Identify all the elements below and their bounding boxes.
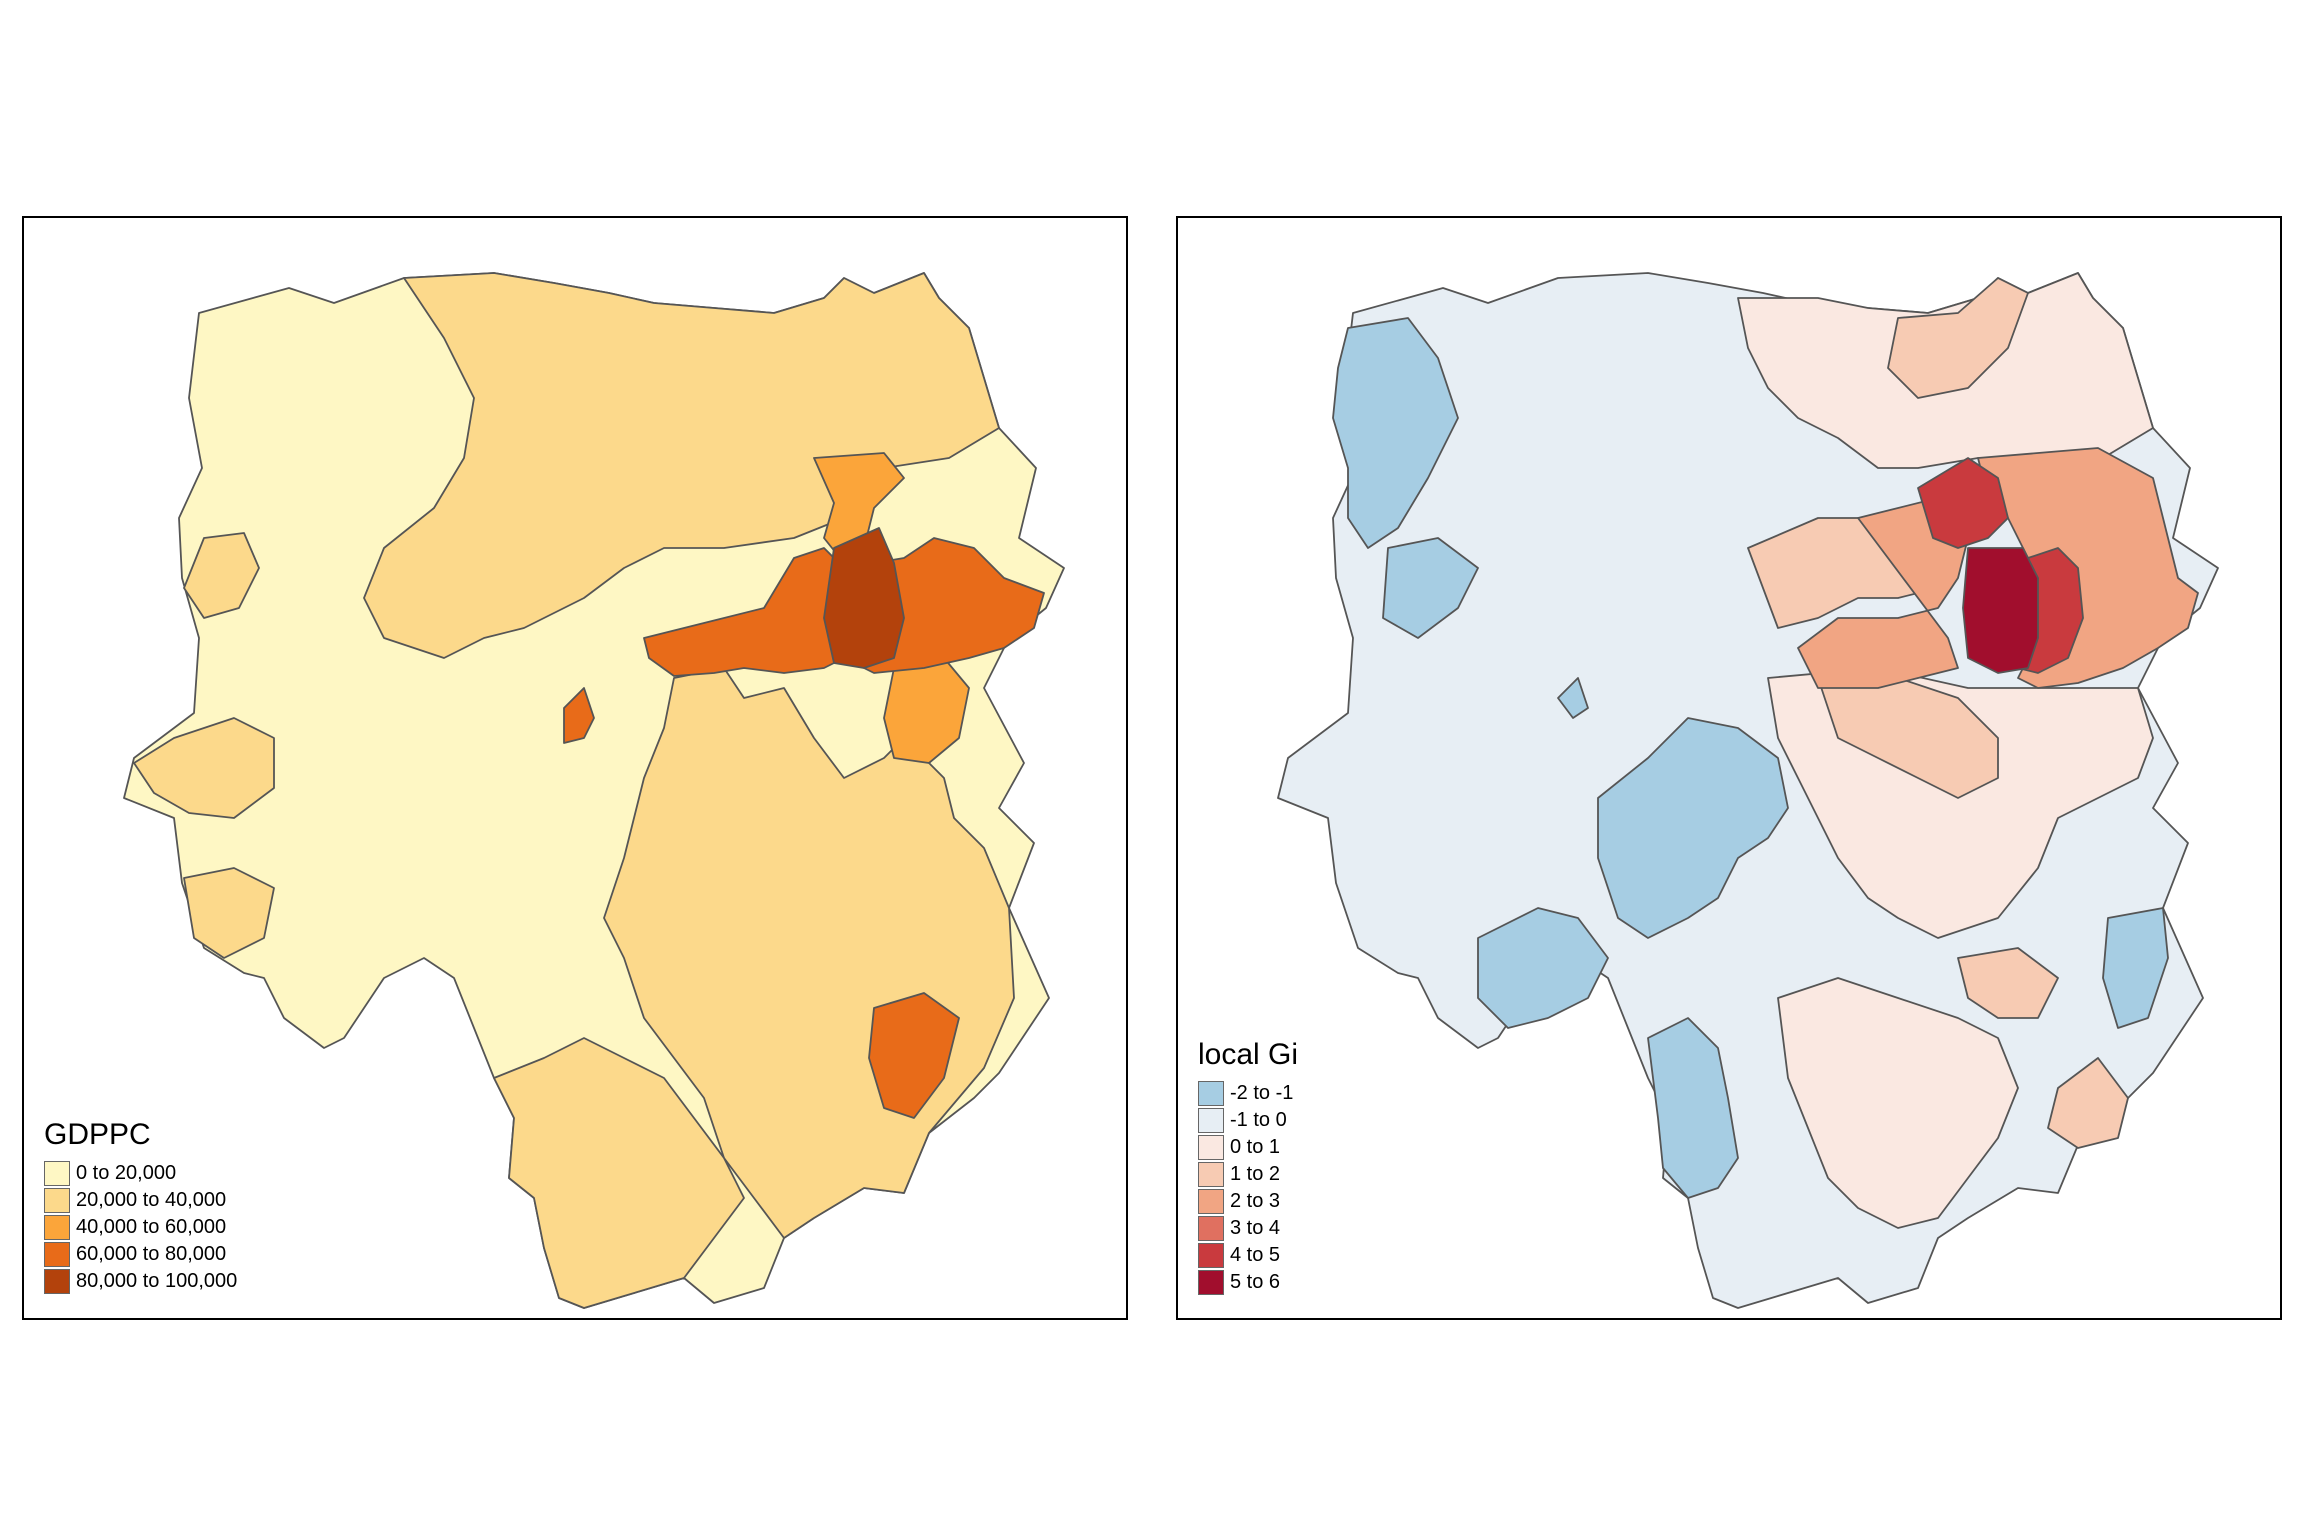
legend-item: -2 to -1 bbox=[1198, 1080, 1298, 1107]
gdppc-choropleth-map bbox=[123, 272, 1065, 1309]
legend-item: 5 to 6 bbox=[1198, 1269, 1298, 1296]
legend-label: 2 to 3 bbox=[1230, 1190, 1281, 1212]
legend-label: 40,000 to 60,000 bbox=[76, 1216, 227, 1238]
legend-swatch bbox=[1198, 1216, 1224, 1241]
region-gi-1-to-2 bbox=[1957, 947, 2059, 1019]
legend-label: 1 to 2 bbox=[1230, 1163, 1281, 1185]
region-60k-80k bbox=[868, 992, 960, 1119]
legend-item: 3 to 4 bbox=[1198, 1215, 1298, 1242]
region-gi-neg2-to-neg1 bbox=[1557, 677, 1589, 719]
region-gi-neg2-to-neg1 bbox=[1597, 717, 1789, 939]
gdppc-legend: GDPPC 0 to 20,000 20,000 to 40,000 40,00… bbox=[44, 1118, 237, 1295]
legend-swatch bbox=[1198, 1081, 1224, 1106]
legend-label: 5 to 6 bbox=[1230, 1271, 1281, 1293]
region-gi-5-to-6 bbox=[1962, 547, 2039, 674]
legend-swatch bbox=[1198, 1135, 1224, 1160]
legend-item: 20,000 to 40,000 bbox=[44, 1187, 237, 1214]
legend-swatch bbox=[1198, 1108, 1224, 1133]
region-gi-neg2-to-neg1 bbox=[2102, 907, 2169, 1029]
legend-swatch bbox=[1198, 1243, 1224, 1268]
region-60k-80k bbox=[563, 687, 595, 744]
legend-label: 60,000 to 80,000 bbox=[76, 1243, 227, 1265]
legend-item: 80,000 to 100,000 bbox=[44, 1268, 237, 1295]
region-gi-4-to-5 bbox=[1917, 457, 2009, 549]
legend-swatch bbox=[44, 1188, 70, 1213]
legend-label: 3 to 4 bbox=[1230, 1217, 1281, 1239]
legend-label: 0 to 20,000 bbox=[76, 1162, 177, 1184]
region-20k-40k bbox=[493, 1037, 745, 1309]
legend-title: GDPPC bbox=[44, 1118, 151, 1151]
legend-label: -1 to 0 bbox=[1230, 1109, 1287, 1131]
region-20k-40k bbox=[183, 867, 275, 959]
local-gi-choropleth-map bbox=[1277, 272, 2219, 1309]
region-gi-1-to-2 bbox=[1817, 677, 1999, 799]
legend-item: 0 to 20,000 bbox=[44, 1160, 237, 1187]
legend-label: 4 to 5 bbox=[1230, 1244, 1281, 1266]
region-80k-100k bbox=[823, 527, 905, 669]
region-gi-0-to-1 bbox=[1777, 977, 2019, 1229]
legend-swatch bbox=[1198, 1270, 1224, 1295]
legend-item: 2 to 3 bbox=[1198, 1188, 1298, 1215]
gdppc-map-panel: GDPPC 0 to 20,000 20,000 to 40,000 40,00… bbox=[22, 216, 1128, 1320]
legend-item: 1 to 2 bbox=[1198, 1161, 1298, 1188]
legend-label: 0 to 1 bbox=[1230, 1136, 1281, 1158]
region-20k-40k bbox=[133, 717, 275, 819]
legend-item: 40,000 to 60,000 bbox=[44, 1214, 237, 1241]
region-20k-40k bbox=[183, 532, 260, 619]
region-gi-neg2-to-neg1 bbox=[1647, 1017, 1739, 1199]
legend-label: -2 to -1 bbox=[1230, 1082, 1294, 1104]
legend-item: 0 to 1 bbox=[1198, 1134, 1298, 1161]
local-gi-legend: local Gi -2 to -1 -1 to 0 0 to 1 1 to 2 … bbox=[1198, 1038, 1298, 1296]
legend-swatch bbox=[44, 1269, 70, 1294]
region-gi-neg2-to-neg1 bbox=[1382, 537, 1479, 639]
legend-swatch bbox=[1198, 1162, 1224, 1187]
local-gi-map-panel: local Gi -2 to -1 -1 to 0 0 to 1 1 to 2 … bbox=[1176, 216, 2282, 1320]
legend-swatch bbox=[44, 1215, 70, 1240]
legend-swatch bbox=[44, 1161, 70, 1186]
legend-item: -1 to 0 bbox=[1198, 1107, 1298, 1134]
legend-swatch bbox=[44, 1242, 70, 1267]
legend-swatch bbox=[1198, 1189, 1224, 1214]
region-gi-neg2-to-neg1 bbox=[1332, 317, 1459, 549]
legend-label: 20,000 to 40,000 bbox=[76, 1189, 227, 1211]
region-gi-1-to-2 bbox=[2047, 1057, 2129, 1149]
legend-item: 4 to 5 bbox=[1198, 1242, 1298, 1269]
legend-title: local Gi bbox=[1198, 1038, 1299, 1071]
region-gi-neg2-to-neg1 bbox=[1477, 907, 1609, 1029]
legend-item: 60,000 to 80,000 bbox=[44, 1241, 237, 1268]
region-gi-1-to-2 bbox=[1887, 277, 2029, 399]
legend-label: 80,000 to 100,000 bbox=[76, 1270, 238, 1292]
